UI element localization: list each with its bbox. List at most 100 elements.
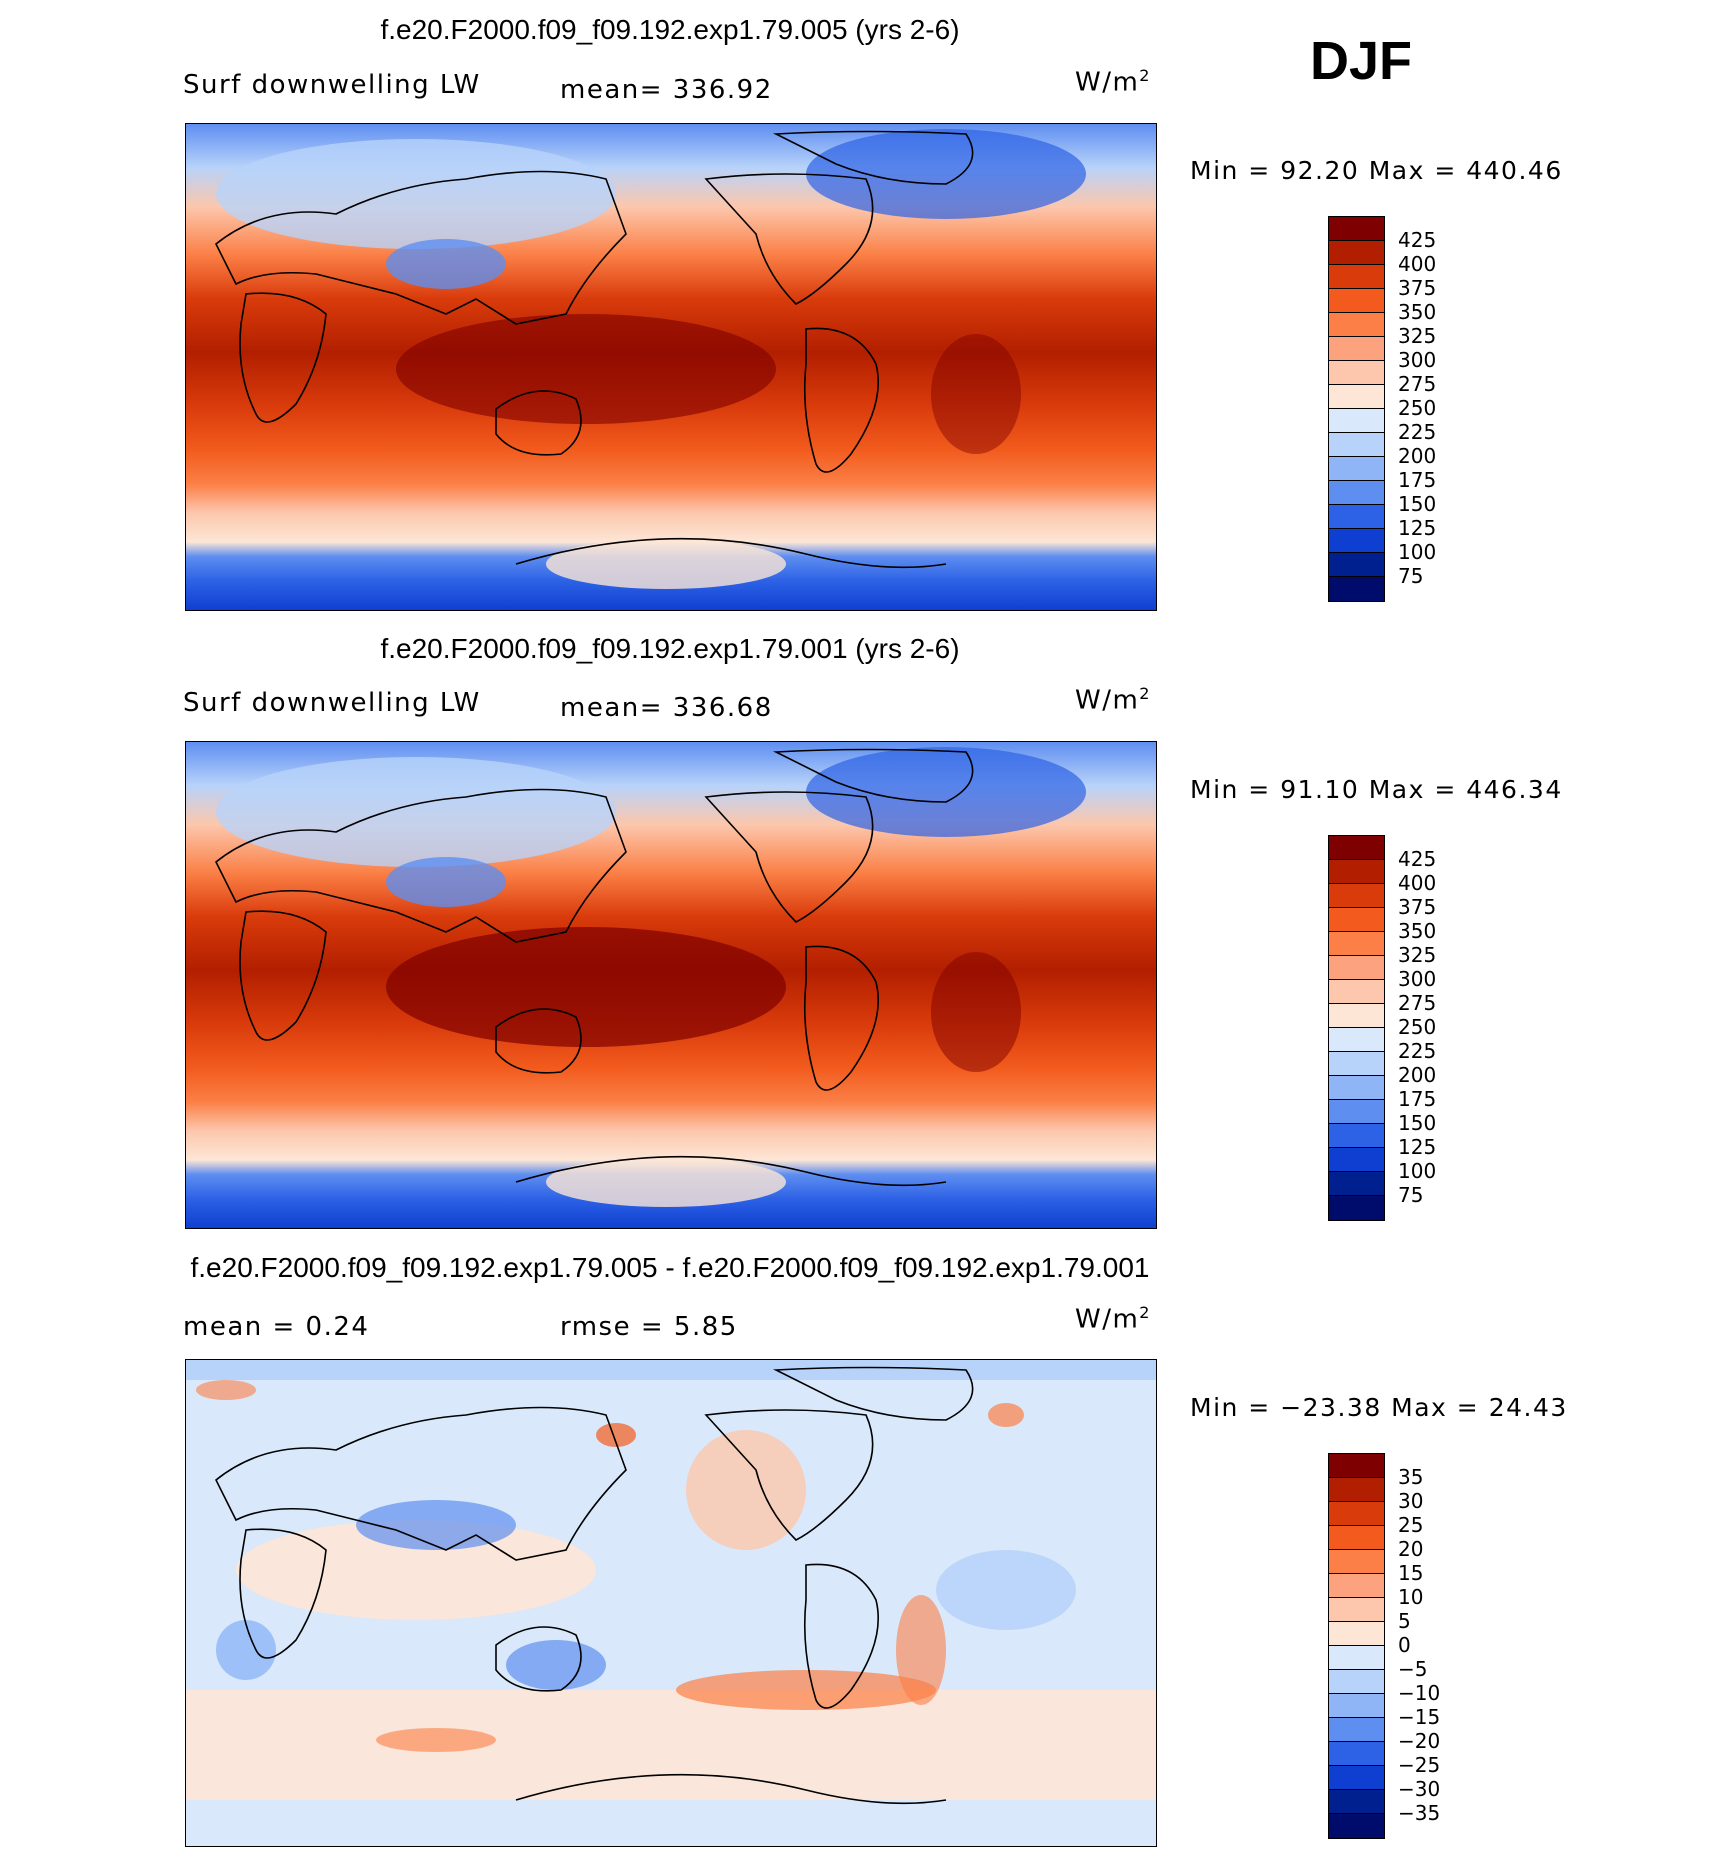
panel2-cbar-swatch xyxy=(1329,1124,1384,1148)
panel2-cbar-swatch xyxy=(1329,1076,1384,1100)
cbar-label: 425 xyxy=(1398,847,1437,871)
cbar-label: 275 xyxy=(1398,991,1437,1015)
panel3-cbar-swatch xyxy=(1329,1550,1384,1574)
cbar-label: −20 xyxy=(1398,1729,1441,1753)
panel3-cbar-swatch xyxy=(1329,1766,1384,1790)
panel3-cbar-swatch xyxy=(1329,1574,1384,1598)
season-label: DJF xyxy=(1310,31,1413,91)
panel2-cbar-swatch xyxy=(1329,836,1384,860)
panel1-units: W/m2 xyxy=(1075,66,1151,98)
cbar-label: −35 xyxy=(1398,1801,1441,1825)
cbar-label: −5 xyxy=(1398,1657,1428,1681)
panel1-colorbar xyxy=(1328,216,1385,602)
panel3-rmse: rmse = 5.85 xyxy=(560,1312,738,1342)
panel3-title: f.e20.F2000.f09_f09.192.exp1.79.005 - f.… xyxy=(190,1252,1150,1283)
cbar-label: 325 xyxy=(1398,943,1437,967)
panel3-cbar-swatch xyxy=(1329,1622,1384,1646)
panel2-minmax: Min = 91.10 Max = 446.34 xyxy=(1190,775,1563,804)
panel3-cbar-swatch xyxy=(1329,1670,1384,1694)
cbar-label: 250 xyxy=(1398,396,1437,420)
cbar-label: 75 xyxy=(1398,564,1424,588)
panel1-cbar-swatch xyxy=(1329,433,1384,457)
cbar-label: 400 xyxy=(1398,871,1437,895)
panel3-cbar-swatch xyxy=(1329,1718,1384,1742)
cbar-label: 75 xyxy=(1398,1183,1424,1207)
cbar-label: 200 xyxy=(1398,444,1437,468)
panel1-cbar-swatch xyxy=(1329,313,1384,337)
panel3-cbar-swatch xyxy=(1329,1502,1384,1526)
cbar-label: 35 xyxy=(1398,1465,1424,1489)
cbar-label: 250 xyxy=(1398,1015,1437,1039)
panel2-cbar-swatch xyxy=(1329,980,1384,1004)
panel1-variable: Surf downwelling LW xyxy=(183,70,481,100)
cbar-label: −15 xyxy=(1398,1705,1441,1729)
panel2-mean: mean= 336.68 xyxy=(560,693,773,723)
panel1-cbar-swatch xyxy=(1329,241,1384,265)
cbar-label: 175 xyxy=(1398,1087,1437,1111)
cbar-label: 15 xyxy=(1398,1561,1424,1585)
panel2-cbar-swatch xyxy=(1329,1028,1384,1052)
panel2-map xyxy=(185,741,1157,1229)
panel2-cbar-swatch xyxy=(1329,1100,1384,1124)
cbar-label: 325 xyxy=(1398,324,1437,348)
cbar-label: −10 xyxy=(1398,1681,1441,1705)
panel3-cbar-swatch xyxy=(1329,1694,1384,1718)
panel1-cbar-swatch xyxy=(1329,409,1384,433)
cbar-label: 300 xyxy=(1398,348,1437,372)
cbar-label: 200 xyxy=(1398,1063,1437,1087)
panel2-cbar-swatch xyxy=(1329,1004,1384,1028)
cbar-label: 150 xyxy=(1398,1111,1437,1135)
panel1-cbar-swatch xyxy=(1329,337,1384,361)
panel2-cbar-swatch xyxy=(1329,908,1384,932)
panel2-cbar-swatch xyxy=(1329,1052,1384,1076)
panel3-units: W/m2 xyxy=(1075,1303,1151,1335)
panel1-cbar-swatch xyxy=(1329,577,1384,601)
panel3-cbar-swatch xyxy=(1329,1526,1384,1550)
cbar-label: 10 xyxy=(1398,1585,1424,1609)
cbar-label: 350 xyxy=(1398,919,1437,943)
panel3-cbar-swatch xyxy=(1329,1790,1384,1814)
cbar-label: 0 xyxy=(1398,1633,1411,1657)
panel3-minmax: Min = −23.38 Max = 24.43 xyxy=(1190,1393,1568,1422)
cbar-label: −25 xyxy=(1398,1753,1441,1777)
cbar-label: 100 xyxy=(1398,1159,1437,1183)
panel3-mean: mean = 0.24 xyxy=(183,1312,370,1342)
cbar-label: 5 xyxy=(1398,1609,1411,1633)
panel2-cbar-swatch xyxy=(1329,860,1384,884)
cbar-label: 30 xyxy=(1398,1489,1424,1513)
panel1-cbar-swatch xyxy=(1329,481,1384,505)
panel1-minmax: Min = 92.20 Max = 440.46 xyxy=(1190,156,1563,185)
panel3-colorbar xyxy=(1328,1453,1385,1839)
panel2-cbar-swatch xyxy=(1329,884,1384,908)
cbar-label: 425 xyxy=(1398,228,1437,252)
cbar-label: 400 xyxy=(1398,252,1437,276)
cbar-label: 375 xyxy=(1398,276,1437,300)
panel3-map xyxy=(185,1359,1157,1847)
panel2-cbar-swatch xyxy=(1329,1196,1384,1220)
panel1-cbar-swatch xyxy=(1329,505,1384,529)
panel2-units: W/m2 xyxy=(1075,684,1151,716)
panel1-cbar-swatch xyxy=(1329,529,1384,553)
panel2-cbar-swatch xyxy=(1329,1148,1384,1172)
cbar-label: 125 xyxy=(1398,516,1437,540)
panel3-cbar-swatch xyxy=(1329,1598,1384,1622)
cbar-label: 125 xyxy=(1398,1135,1437,1159)
panel2-cbar-swatch xyxy=(1329,1172,1384,1196)
panel1-cbar-swatch xyxy=(1329,385,1384,409)
cbar-label: 375 xyxy=(1398,895,1437,919)
panel1-mean: mean= 336.92 xyxy=(560,75,773,105)
panel1-cbar-swatch xyxy=(1329,457,1384,481)
panel1-cbar-swatch xyxy=(1329,217,1384,241)
cbar-label: 350 xyxy=(1398,300,1437,324)
panel2-colorbar xyxy=(1328,835,1385,1221)
panel3-cbar-swatch xyxy=(1329,1478,1384,1502)
panel3-cbar-swatch xyxy=(1329,1454,1384,1478)
panel1-cbar-swatch xyxy=(1329,361,1384,385)
cbar-label: −30 xyxy=(1398,1777,1441,1801)
panel2-cbar-swatch xyxy=(1329,932,1384,956)
cbar-label: 225 xyxy=(1398,420,1437,444)
panel3-cbar-swatch xyxy=(1329,1742,1384,1766)
panel1-cbar-swatch xyxy=(1329,289,1384,313)
cbar-label: 25 xyxy=(1398,1513,1424,1537)
panel2-cbar-swatch xyxy=(1329,956,1384,980)
